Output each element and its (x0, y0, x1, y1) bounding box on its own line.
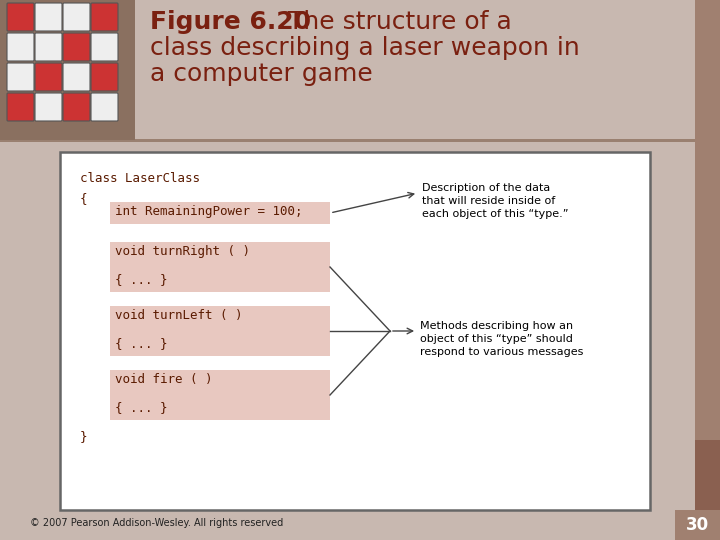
FancyBboxPatch shape (63, 3, 90, 31)
Bar (110, 202, 330, 224)
Bar (110, 242, 330, 292)
Text: void fire ( ): void fire ( ) (115, 373, 212, 386)
Text: Figure 6.20: Figure 6.20 (150, 10, 311, 34)
Bar (695, 0, 720, 540)
Bar (675, 510, 720, 540)
FancyBboxPatch shape (35, 63, 62, 91)
Text: { ... }: { ... } (115, 337, 168, 350)
Text: void turnLeft ( ): void turnLeft ( ) (115, 309, 243, 322)
FancyBboxPatch shape (91, 3, 118, 31)
FancyBboxPatch shape (35, 3, 62, 31)
FancyBboxPatch shape (60, 152, 650, 510)
Text: Methods describing how an: Methods describing how an (420, 321, 573, 331)
Text: respond to various messages: respond to various messages (420, 347, 583, 357)
FancyBboxPatch shape (63, 63, 90, 91)
Text: class LaserClass: class LaserClass (80, 172, 200, 185)
Text: The structure of a: The structure of a (272, 10, 512, 34)
Text: 30: 30 (685, 516, 708, 534)
Text: that will reside inside of: that will reside inside of (422, 196, 555, 206)
Bar (110, 306, 330, 356)
FancyBboxPatch shape (35, 33, 62, 61)
FancyBboxPatch shape (91, 33, 118, 61)
Text: { ... }: { ... } (115, 273, 168, 286)
FancyBboxPatch shape (91, 93, 118, 121)
FancyBboxPatch shape (91, 63, 118, 91)
FancyBboxPatch shape (63, 33, 90, 61)
FancyBboxPatch shape (63, 93, 90, 121)
Text: a computer game: a computer game (150, 62, 373, 86)
Text: }: } (80, 430, 88, 443)
Text: each object of this “type.”: each object of this “type.” (422, 209, 569, 219)
FancyBboxPatch shape (35, 93, 62, 121)
Text: void turnRight ( ): void turnRight ( ) (115, 245, 250, 258)
Text: object of this “type” should: object of this “type” should (420, 334, 573, 344)
Bar (110, 370, 330, 420)
FancyBboxPatch shape (7, 3, 34, 31)
Bar (0, 0, 135, 140)
Bar (0, 0, 720, 140)
Bar (695, 440, 720, 540)
FancyBboxPatch shape (7, 63, 34, 91)
Text: © 2007 Pearson Addison-Wesley. All rights reserved: © 2007 Pearson Addison-Wesley. All right… (30, 518, 283, 528)
Text: int RemainingPower = 100;: int RemainingPower = 100; (115, 205, 302, 218)
Text: {: { (80, 192, 88, 205)
Bar (0, 139, 720, 142)
Text: class describing a laser weapon in: class describing a laser weapon in (150, 36, 580, 60)
FancyBboxPatch shape (7, 33, 34, 61)
FancyBboxPatch shape (7, 93, 34, 121)
Text: Description of the data: Description of the data (422, 183, 550, 193)
Text: { ... }: { ... } (115, 401, 168, 414)
